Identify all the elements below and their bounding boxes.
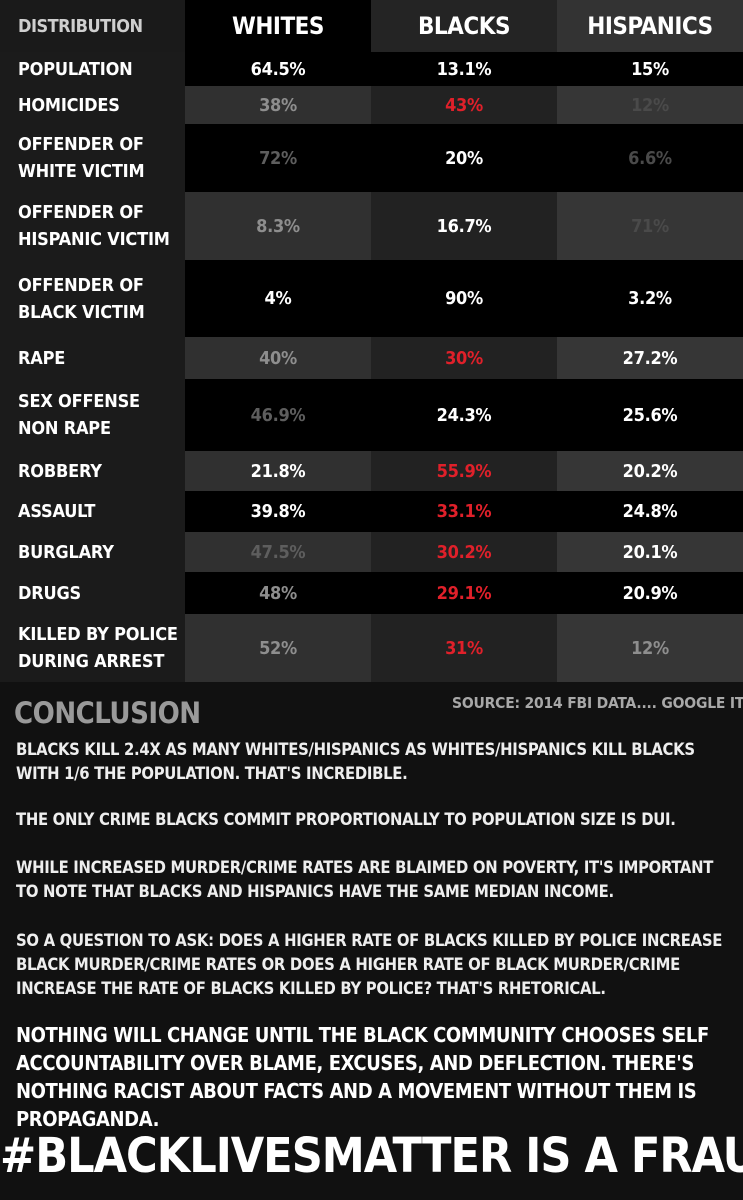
table-row: POPULATION 64.5% 13.1% 15% <box>0 52 743 86</box>
source-note: SOURCE: 2014 FBI DATA.... GOOGLE IT <box>452 694 743 712</box>
cell-whites: 52% <box>185 614 371 682</box>
cell-whites: 21.8% <box>185 451 371 492</box>
cell-hispanics: 71% <box>557 192 743 260</box>
cell-whites: 64.5% <box>185 52 371 86</box>
table-header-row: DISTRIBUTION WHITES BLACKS HISPANICS <box>0 0 743 52</box>
conclusion-paragraph-1: BLACKS KILL 2.4X AS MANY WHITES/HISPANIC… <box>16 740 695 783</box>
cell-hispanics: 27.2% <box>557 337 743 379</box>
conclusion-title: CONCLUSION <box>14 696 201 730</box>
cell-label: ASSAULT <box>0 491 185 532</box>
table-row: SEX OFFENSE NON RAPE 46.9% 24.3% 25.6% <box>0 379 743 451</box>
cell-label: DRUGS <box>0 572 185 614</box>
table-row: RAPE 40% 30% 27.2% <box>0 337 743 379</box>
cell-hispanics: 20.1% <box>557 532 743 572</box>
cell-blacks: 30% <box>371 337 557 379</box>
table-row: OFFENDER OF BLACK VICTIM 4% 90% 3.2% <box>0 260 743 337</box>
cell-hispanics: 20.2% <box>557 451 743 492</box>
cell-label: KILLED BY POLICE DURING ARREST <box>0 614 185 682</box>
cell-blacks: 31% <box>371 614 557 682</box>
table-row: ASSAULT 39.8% 33.1% 24.8% <box>0 491 743 532</box>
cell-blacks: 55.9% <box>371 451 557 492</box>
table-row: BURGLARY 47.5% 30.2% 20.1% <box>0 532 743 572</box>
cell-label: OFFENDER OF WHITE VICTIM <box>0 124 185 192</box>
table-row: OFFENDER OF HISPANIC VICTIM 8.3% 16.7% 71% <box>0 192 743 260</box>
header-label: DISTRIBUTION <box>0 0 185 52</box>
cell-whites: 48% <box>185 572 371 614</box>
cell-whites: 8.3% <box>185 192 371 260</box>
conclusion-paragraph-2: THE ONLY CRIME BLACKS COMMIT PROPORTIONA… <box>16 810 676 829</box>
cell-whites: 40% <box>185 337 371 379</box>
cell-hispanics: 25.6% <box>557 379 743 451</box>
table-row: HOMICIDES 38% 43% 12% <box>0 86 743 124</box>
statistics-table: DISTRIBUTION WHITES BLACKS HISPANICS POPULAT… <box>0 0 743 682</box>
table-row: DRUGS 48% 29.1% 20.9% <box>0 572 743 614</box>
cell-hispanics: 3.2% <box>557 260 743 337</box>
cell-whites: 72% <box>185 124 371 192</box>
cell-whites: 4% <box>185 260 371 337</box>
cell-blacks: 13.1% <box>371 52 557 86</box>
cell-label: RAPE <box>0 337 185 379</box>
cell-whites: 38% <box>185 86 371 124</box>
conclusion-paragraph-4: SO A QUESTION TO ASK: DOES A HIGHER RATE… <box>16 931 723 998</box>
cell-hispanics: 15% <box>557 52 743 86</box>
cell-label: SEX OFFENSE NON RAPE <box>0 379 185 451</box>
conclusion-paragraph-3: WHILE INCREASED MURDER/CRIME RATES ARE B… <box>16 858 714 901</box>
cell-label: HOMICIDES <box>0 86 185 124</box>
cell-label: ROBBERY <box>0 451 185 492</box>
header-hispanics: HISPANICS <box>557 0 743 52</box>
hashtag-headline: #BLACKLIVESMATTER IS A FRAUD <box>0 1128 743 1184</box>
cell-blacks: 43% <box>371 86 557 124</box>
cell-blacks: 90% <box>371 260 557 337</box>
table-row: KILLED BY POLICE DURING ARREST 52% 31% 12% <box>0 614 743 682</box>
cell-label: BURGLARY <box>0 532 185 572</box>
cell-hispanics: 12% <box>557 614 743 682</box>
table-row: ROBBERY 21.8% 55.9% 20.2% <box>0 451 743 492</box>
cell-blacks: 29.1% <box>371 572 557 614</box>
cell-label: POPULATION <box>0 52 185 86</box>
cell-label: OFFENDER OF HISPANIC VICTIM <box>0 192 185 260</box>
cell-blacks: 30.2% <box>371 532 557 572</box>
cell-whites: 46.9% <box>185 379 371 451</box>
cell-blacks: 24.3% <box>371 379 557 451</box>
cell-label: OFFENDER OF BLACK VICTIM <box>0 260 185 337</box>
cell-hispanics: 20.9% <box>557 572 743 614</box>
cell-hispanics: 24.8% <box>557 491 743 532</box>
cell-whites: 39.8% <box>185 491 371 532</box>
header-blacks: BLACKS <box>371 0 557 52</box>
cell-blacks: 20% <box>371 124 557 192</box>
cell-blacks: 33.1% <box>371 491 557 532</box>
cell-blacks: 16.7% <box>371 192 557 260</box>
closing-statement: NOTHING WILL CHANGE UNTIL THE BLACK COMM… <box>16 1023 709 1131</box>
cell-hispanics: 6.6% <box>557 124 743 192</box>
table-row: OFFENDER OF WHITE VICTIM 72% 20% 6.6% <box>0 124 743 192</box>
cell-whites: 47.5% <box>185 532 371 572</box>
cell-hispanics: 12% <box>557 86 743 124</box>
header-whites: WHITES <box>185 0 371 52</box>
